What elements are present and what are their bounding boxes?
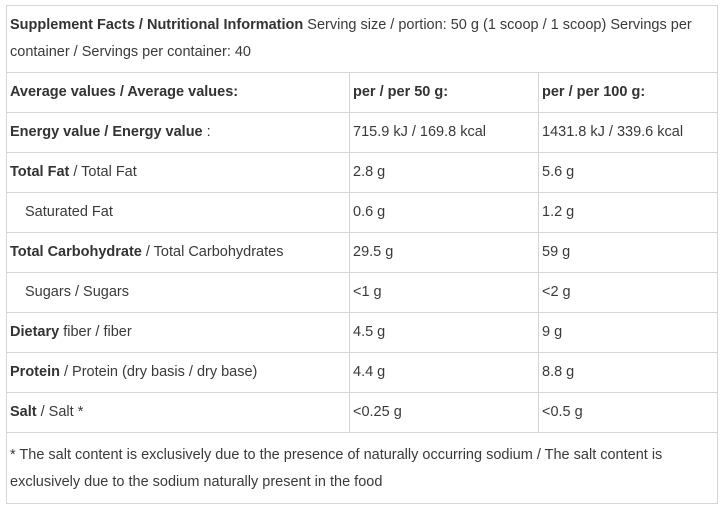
value-per-50g: <1 g (349, 272, 539, 313)
value-per-100g: 5.6 g (537, 152, 719, 193)
table-title: Supplement Facts / Nutritional Informati… (10, 17, 304, 33)
nutrition-panel: Supplement Facts / Nutritional Informati… (5, 5, 719, 504)
row-label-rest: / Energy value (100, 124, 203, 140)
value-per-50g: 4.4 g (349, 352, 539, 393)
row-label-rest: / Salt * (36, 404, 84, 420)
row-label-bold: Energy value (10, 124, 101, 140)
table-row: Energy value / Energy value : 715.9 kJ /… (6, 112, 719, 153)
row-label-rest: Sugars / Sugars (25, 284, 129, 300)
row-label-rest: / Total Carbohydrates (141, 244, 284, 260)
row-label-bold: Protein (10, 364, 60, 380)
row-label-bold: Salt (10, 404, 37, 420)
value-per-100g: 59 g (537, 232, 719, 273)
column-header-per-100g: per / per 100 g: (537, 72, 719, 113)
row-label: Protein / Protein (dry basis / dry base) (6, 352, 350, 393)
value-per-50g: 29.5 g (349, 232, 539, 273)
value-per-100g: 9 g (537, 312, 719, 353)
column-header-row: Average values / Average values: per / p… (6, 72, 719, 113)
row-label-suffix: : (202, 124, 211, 140)
table-row: Salt / Salt * <0.25 g <0.5 g (6, 392, 719, 433)
row-label-rest: / Total Fat (69, 164, 137, 180)
row-label: Salt / Salt * (6, 392, 350, 433)
nutrition-table: Supplement Facts / Nutritional Informati… (5, 5, 719, 504)
value-per-50g: 2.8 g (349, 152, 539, 193)
value-per-50g: 715.9 kJ / 169.8 kcal (349, 112, 539, 153)
value-per-100g: <0.5 g (537, 392, 719, 433)
column-header-per-50g: per / per 50 g: (349, 72, 539, 113)
row-label: Dietary fiber / fiber (6, 312, 350, 353)
table-row: Protein / Protein (dry basis / dry base)… (6, 352, 719, 393)
table-row: Total Carbohydrate / Total Carbohydrates… (6, 232, 719, 273)
table-row: Total Fat / Total Fat 2.8 g 5.6 g (6, 152, 719, 193)
row-label-rest: / Protein (dry basis / dry base) (59, 364, 258, 380)
row-label-rest: fiber / fiber (59, 324, 132, 340)
table-row: Saturated Fat 0.6 g 1.2 g (6, 192, 719, 233)
value-per-100g: 1431.8 kJ / 339.6 kcal (537, 112, 719, 153)
footnote: * The salt content is exclusively due to… (5, 432, 719, 504)
table-row: Dietary fiber / fiber 4.5 g 9 g (6, 312, 719, 353)
title-cell: Supplement Facts / Nutritional Informati… (5, 5, 719, 73)
value-per-100g: <2 g (537, 272, 719, 313)
table-row: Sugars / Sugars <1 g <2 g (6, 272, 719, 313)
row-label-rest: Saturated Fat (25, 204, 113, 220)
row-label-bold: Total Fat (10, 164, 70, 180)
row-label: Total Fat / Total Fat (6, 152, 350, 193)
serving-info: Serving size / portion: 50 g (1 scoop / … (10, 17, 692, 60)
value-per-50g: 0.6 g (349, 192, 539, 233)
value-per-50g: 4.5 g (349, 312, 539, 353)
footnote-row: * The salt content is exclusively due to… (5, 432, 719, 504)
row-label: Energy value / Energy value : (6, 112, 350, 153)
row-label-bold: Total Carbohydrate (10, 244, 142, 260)
row-label: Total Carbohydrate / Total Carbohydrates (6, 232, 350, 273)
value-per-50g: <0.25 g (349, 392, 539, 433)
row-label: Saturated Fat (6, 192, 350, 233)
row-label: Sugars / Sugars (6, 272, 350, 313)
value-per-100g: 8.8 g (537, 352, 719, 393)
title-row: Supplement Facts / Nutritional Informati… (5, 5, 719, 73)
value-per-100g: 1.2 g (537, 192, 719, 233)
column-header-label: Average values / Average values: (6, 72, 350, 113)
row-label-bold: Dietary (10, 324, 60, 340)
